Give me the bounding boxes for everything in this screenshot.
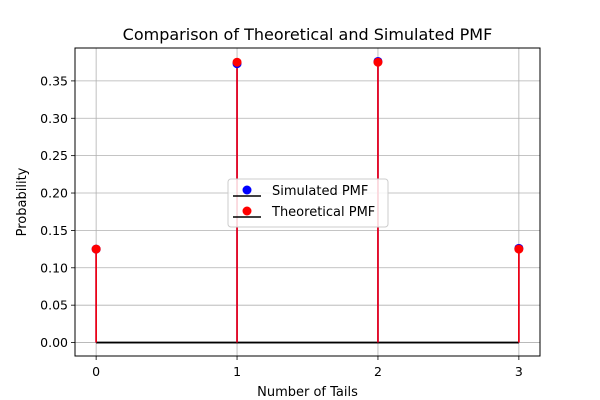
plot-frame [74, 47, 541, 357]
y-tick-label: 0.30 [40, 111, 68, 126]
x-tick-label: 0 [92, 364, 100, 379]
legend-label: Theoretical PMF [271, 205, 375, 220]
y-tick-label: 0.15 [40, 223, 68, 238]
legend-marker [242, 206, 252, 216]
y-tick-label: 0.05 [40, 298, 68, 313]
legend: Simulated PMF Theoretical PMF [227, 178, 389, 228]
chart-title: Comparison of Theoretical and Simulated … [123, 25, 493, 44]
y-axis-ticks: 0.00 0.05 0.10 0.15 0.20 0.25 0.30 0.35 [40, 73, 75, 350]
y-tick-label: 0.35 [40, 73, 68, 88]
y-tick-label: 0.00 [40, 335, 68, 350]
stem-marker [373, 57, 383, 67]
stem-marker [91, 244, 101, 254]
stem-marker [514, 244, 524, 254]
legend-box [227, 178, 389, 228]
x-axis-label: Number of Tails [257, 385, 358, 400]
x-tick-label: 3 [515, 364, 523, 379]
stem-marker [232, 57, 242, 67]
markers [91, 56, 524, 254]
y-tick-label: 0.25 [40, 148, 68, 163]
x-tick-label: 2 [374, 364, 382, 379]
x-axis-ticks: 0 1 2 3 [92, 356, 523, 379]
y-tick-label: 0.20 [40, 186, 68, 201]
legend-marker [242, 185, 252, 195]
legend-label: Simulated PMF [272, 184, 368, 199]
y-tick-label: 0.10 [40, 260, 68, 275]
x-tick-label: 1 [233, 364, 241, 379]
y-axis-label: Probability [15, 167, 30, 236]
